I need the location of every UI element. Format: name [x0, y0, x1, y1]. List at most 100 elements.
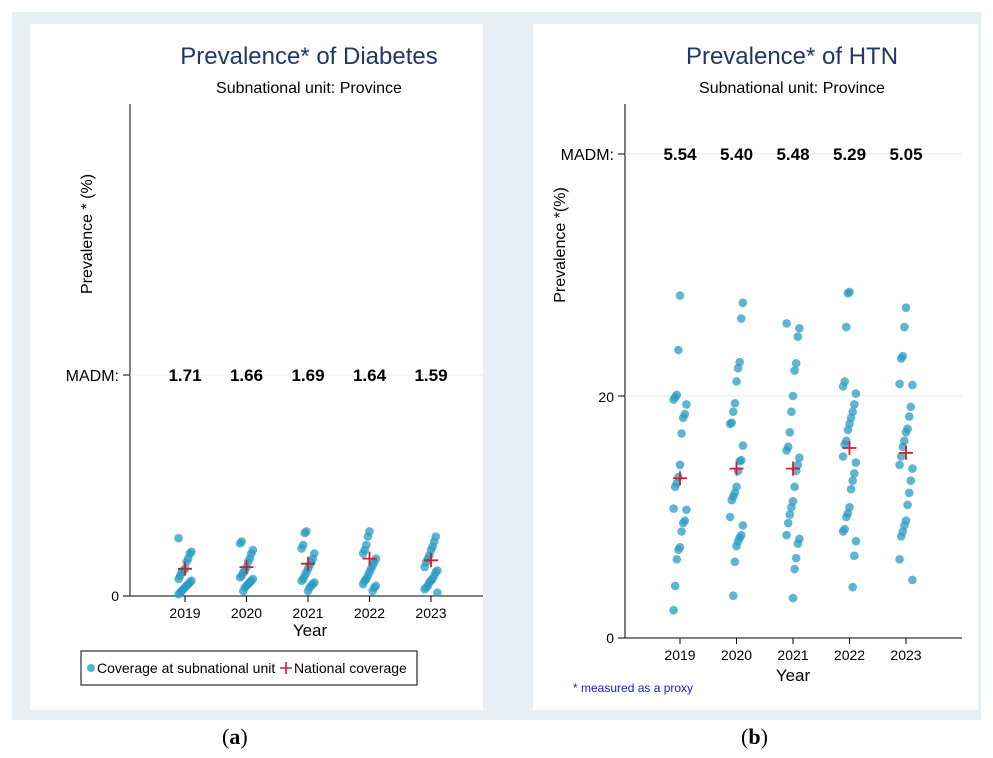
- national-marker: [178, 561, 192, 576]
- data-point: [729, 407, 738, 417]
- data-point: [680, 409, 690, 419]
- data-point: [898, 351, 908, 361]
- madm-value: 5.54: [663, 145, 697, 164]
- x-tick-label: 2023: [415, 605, 446, 621]
- data-point: [904, 412, 914, 421]
- data-point: [365, 527, 374, 536]
- data-point: [738, 441, 748, 450]
- panel-a-subnational-points: [174, 527, 442, 599]
- panel-b-background: [533, 24, 978, 710]
- data-point: [677, 429, 686, 438]
- panel-b-y-tick-label-20: 20: [598, 389, 614, 405]
- panel-a-y-tick-label: 0: [111, 588, 119, 604]
- data-point: [845, 287, 854, 297]
- x-tick-label: 2020: [231, 605, 262, 621]
- data-point: [729, 591, 738, 600]
- data-point: [903, 424, 912, 433]
- data-point: [900, 436, 909, 446]
- data-point: [732, 377, 741, 386]
- x-tick-label: 2019: [169, 605, 200, 621]
- data-point: [174, 533, 183, 543]
- data-point: [675, 460, 685, 470]
- national-marker: [786, 461, 800, 476]
- data-point: [732, 482, 741, 492]
- data-point: [788, 593, 798, 603]
- legend-national-marker: [280, 662, 292, 674]
- caption-b: (b): [741, 724, 768, 749]
- data-point: [187, 576, 196, 585]
- data-point: [187, 547, 196, 557]
- data-point: [895, 555, 904, 564]
- data-point: [670, 581, 680, 591]
- data-point: [298, 540, 308, 550]
- madm-value: 1.66: [230, 366, 263, 385]
- madm-value: 5.29: [833, 145, 866, 164]
- data-point: [793, 332, 803, 342]
- panel-a-madm-values: 1.71 1.66 1.69 1.64 1.59: [168, 366, 447, 385]
- data-point: [682, 505, 691, 515]
- data-point: [846, 484, 856, 494]
- panel-a-title: Prevalence* of Diabetes: [180, 43, 437, 70]
- data-point: [787, 407, 796, 417]
- data-point: [735, 357, 744, 367]
- panel-b-national-markers: [673, 441, 913, 486]
- data-point: [788, 496, 798, 506]
- panel-a-legend: [80, 650, 418, 686]
- madm-value: 1.71: [168, 366, 201, 385]
- data-point: [791, 553, 801, 563]
- data-point: [848, 407, 857, 417]
- data-point: [790, 564, 799, 574]
- data-point: [788, 391, 798, 401]
- x-tick-label: 2020: [721, 647, 752, 663]
- x-tick-label: 2023: [890, 647, 921, 663]
- data-point: [785, 510, 795, 519]
- national-marker: [424, 553, 438, 568]
- data-point: [795, 453, 804, 463]
- x-tick-label: 2021: [777, 647, 808, 663]
- data-point: [840, 377, 849, 386]
- madm-value: 1.59: [414, 366, 447, 385]
- data-point: [737, 455, 746, 465]
- data-point: [433, 588, 442, 597]
- data-point: [790, 482, 799, 492]
- national-marker: [842, 441, 857, 456]
- data-point: [371, 581, 381, 591]
- data-point: [738, 298, 748, 308]
- data-point: [682, 400, 691, 409]
- panel-a-national-markers: [178, 551, 438, 576]
- panel-b-madm-label: MADM:: [561, 147, 614, 164]
- data-point: [795, 323, 804, 333]
- data-point: [310, 578, 319, 587]
- data-point: [730, 557, 740, 567]
- data-point: [908, 575, 917, 585]
- data-point: [850, 469, 859, 478]
- legend-national-label: National coverage: [294, 660, 407, 676]
- data-point: [431, 532, 441, 541]
- data-point: [840, 524, 849, 534]
- data-point: [362, 540, 371, 550]
- madm-value: 1.69: [291, 366, 324, 385]
- x-tick-label: 2022: [354, 605, 385, 621]
- data-point: [785, 428, 795, 437]
- data-point: [850, 551, 859, 561]
- panel-b-footnote: * measured as a proxy: [573, 681, 693, 695]
- data-point: [669, 504, 678, 513]
- caption-b-letter: b: [748, 724, 761, 749]
- panel-a-subtitle: Subnational unit: Province: [216, 80, 402, 97]
- panel-b-title: Prevalence* of HTN: [686, 43, 898, 70]
- panel-b-y-axis-label: Prevalence *(%): [552, 187, 569, 303]
- data-point: [783, 442, 793, 452]
- data-point: [904, 488, 914, 498]
- data-point: [302, 527, 311, 536]
- data-point: [900, 322, 909, 332]
- data-point: [896, 452, 906, 461]
- data-point: [782, 319, 791, 328]
- national-marker: [362, 551, 377, 566]
- panel-a-x-ticks: 2019 2020 2021 2022 2023: [169, 596, 447, 621]
- panel-b-subnational-points: [669, 287, 917, 615]
- data-point: [838, 452, 848, 461]
- data-point: [672, 390, 682, 400]
- panel-b-y-tick-label-0: 0: [606, 630, 614, 646]
- data-point: [738, 521, 748, 530]
